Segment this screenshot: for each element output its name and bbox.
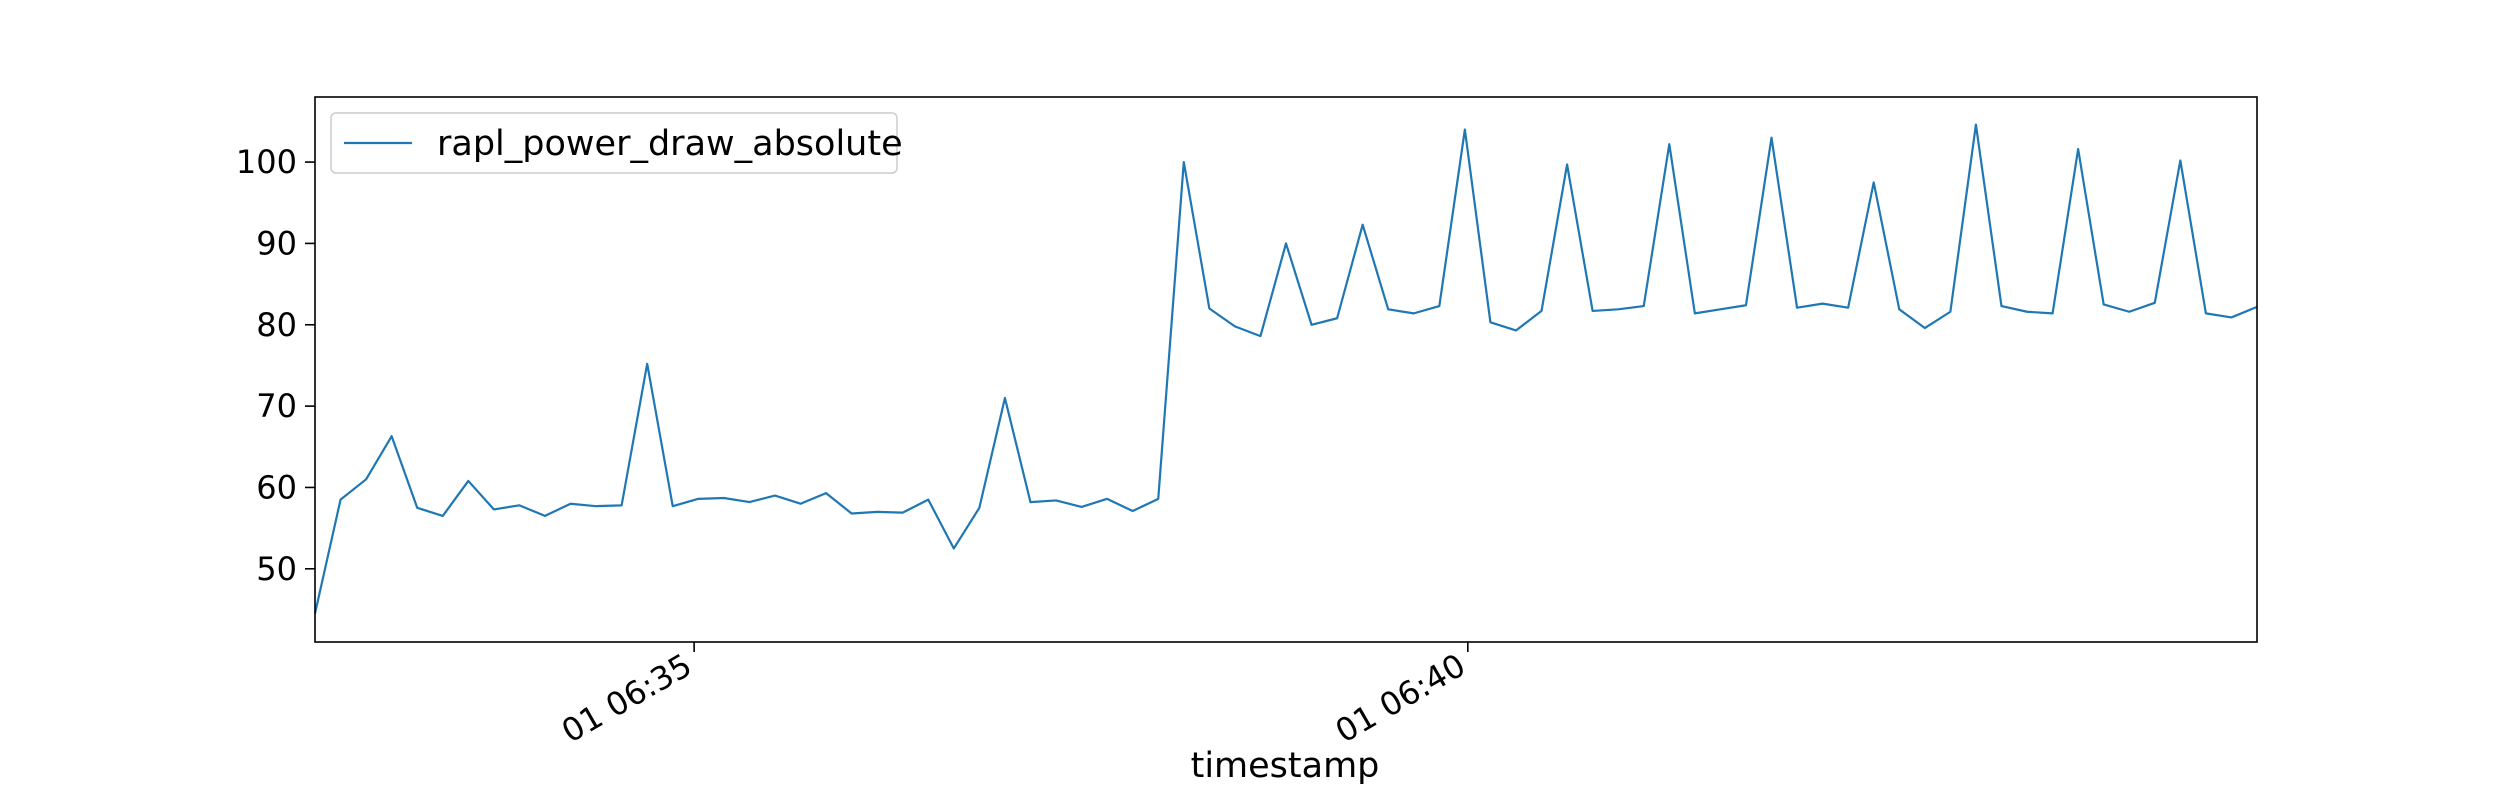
y-tick-label: 100 [236,143,297,181]
y-tick-label: 50 [256,550,297,588]
legend-label: rapl_power_draw_absolute [437,124,903,164]
legend-box [330,112,898,174]
legend: rapl_power_draw_absolute [330,112,903,174]
plot-area-frame [314,96,2258,643]
y-tick-label: 90 [256,224,297,262]
series-line-rapl-power-draw-absolute [313,123,2258,614]
x-axis-label: timestamp [1191,746,1380,786]
y-tick-label: 60 [256,468,297,506]
y-tick-label: 80 [256,306,297,344]
y-tick-label: 70 [256,387,297,425]
